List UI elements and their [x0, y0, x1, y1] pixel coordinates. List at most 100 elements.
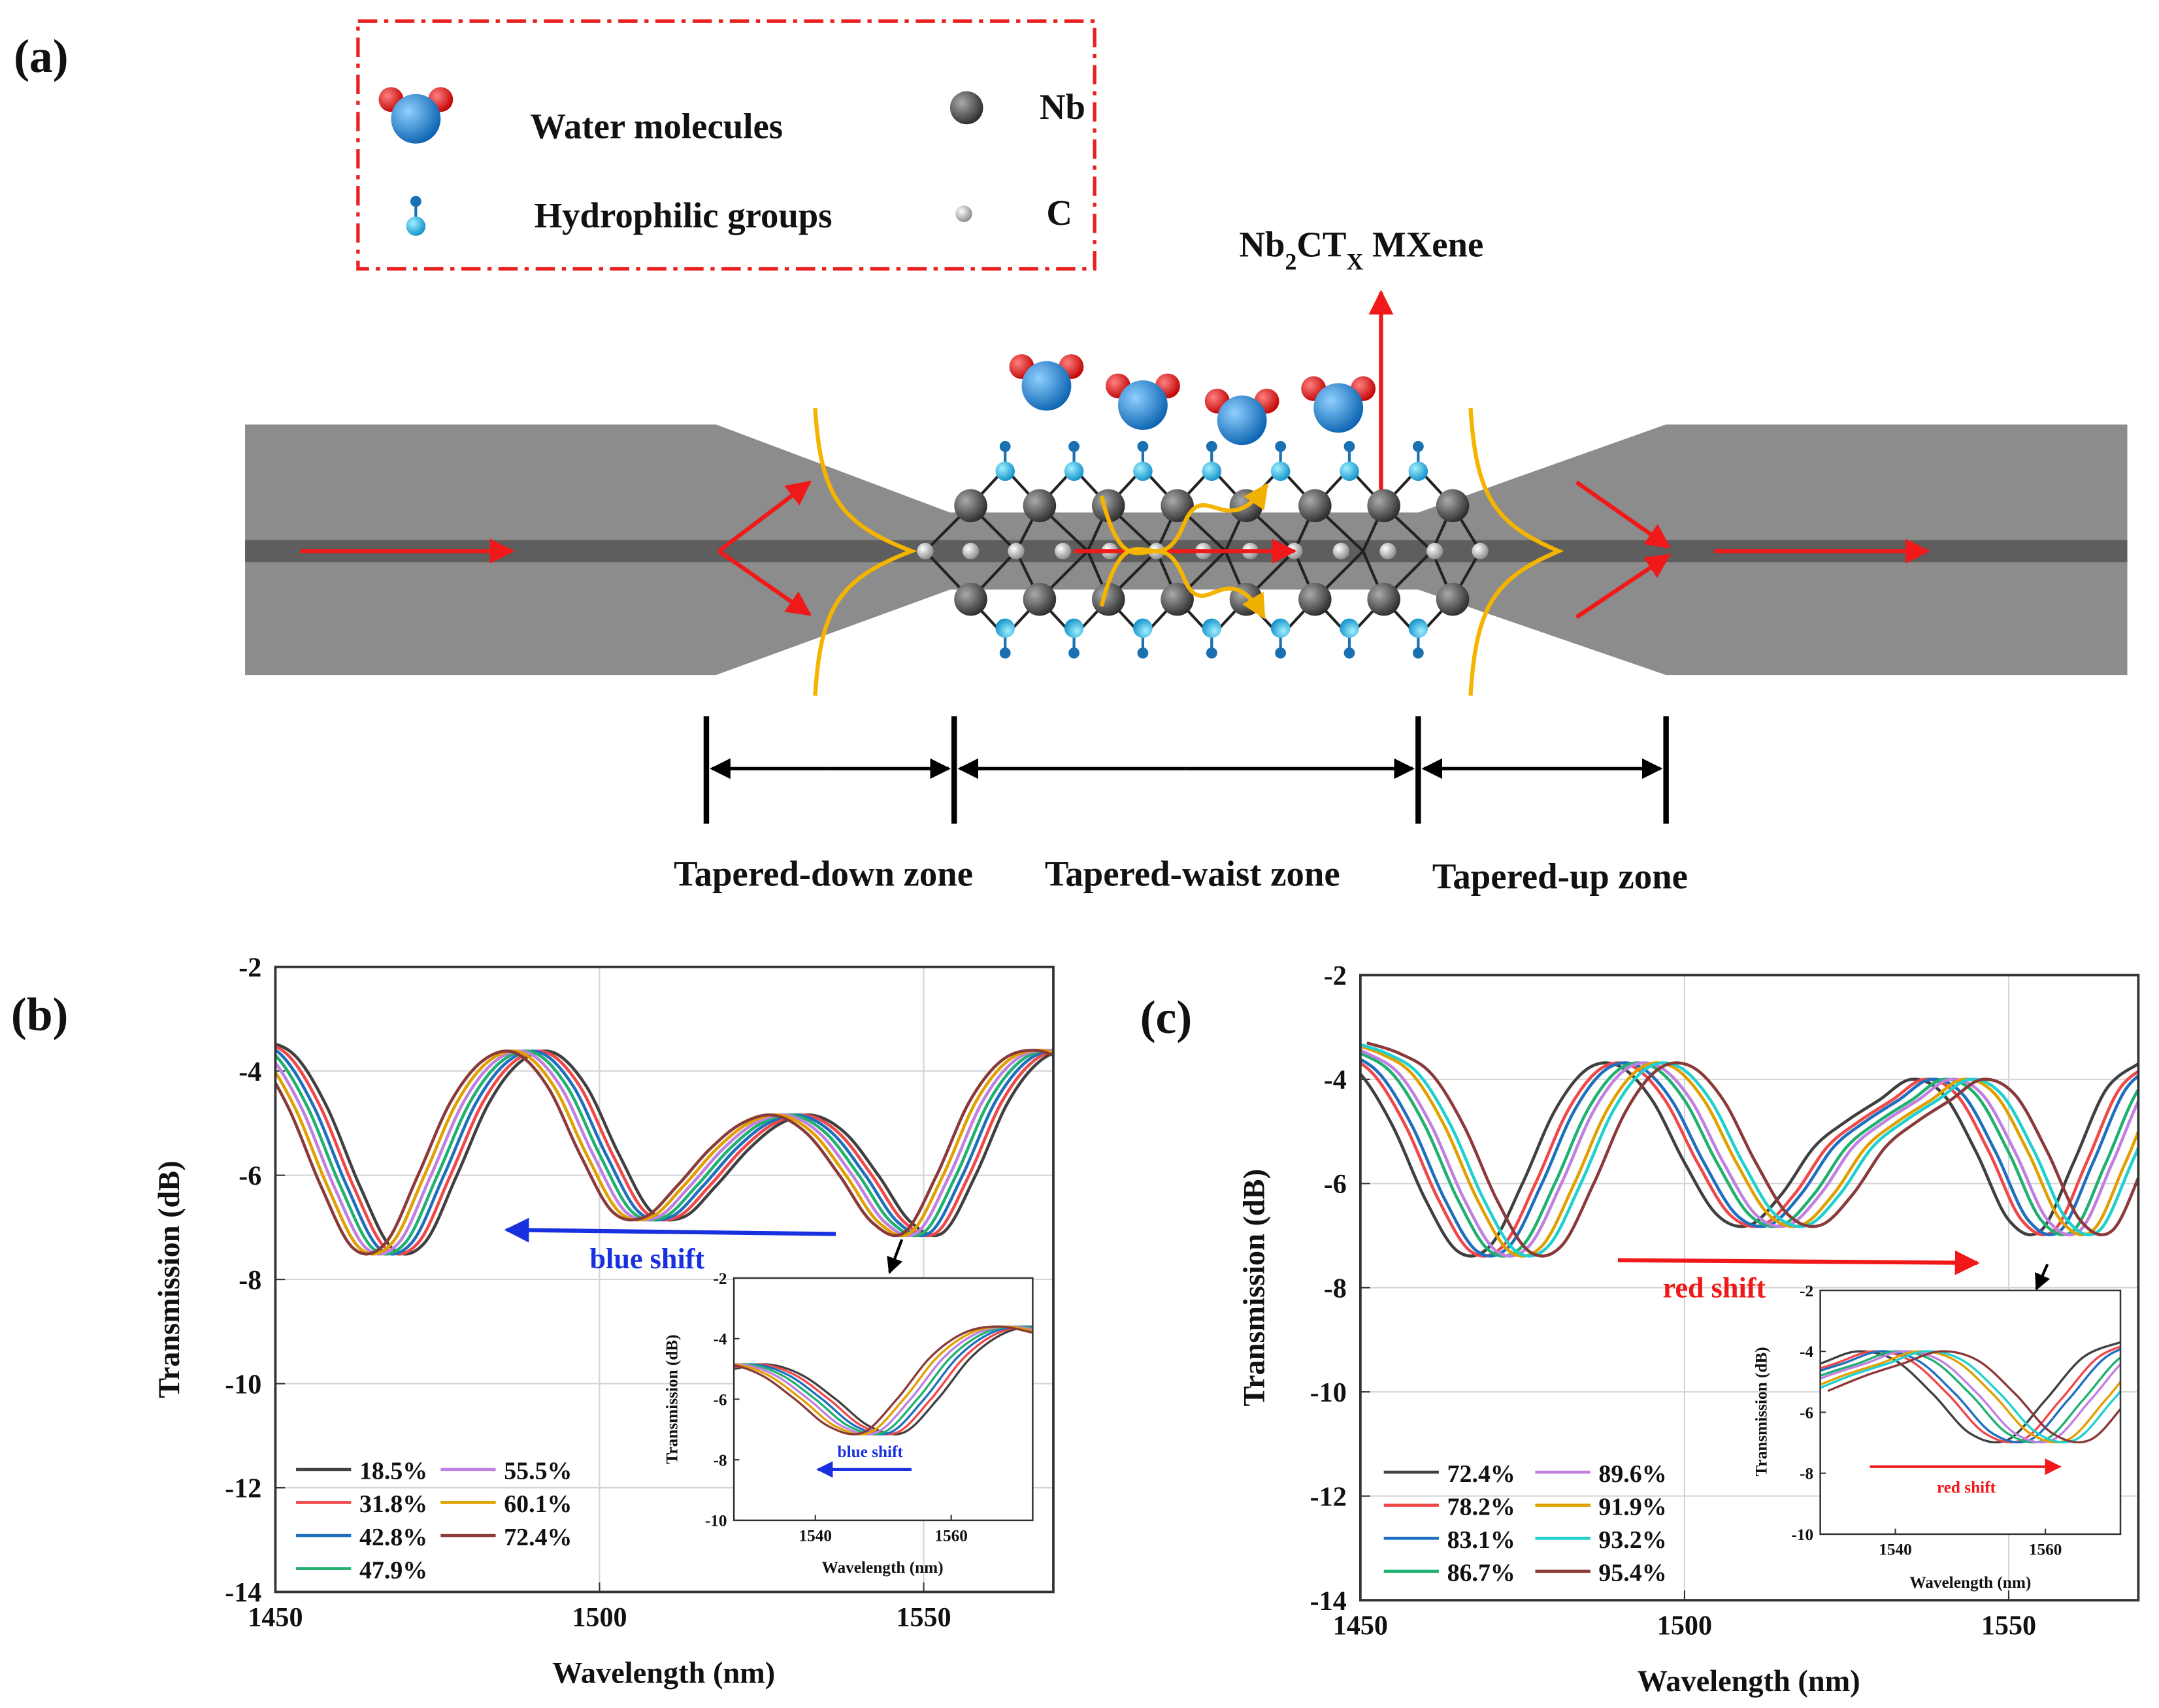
y-tick-label: -10 [1791, 1526, 1813, 1544]
hydrophilic-group [1133, 441, 1153, 481]
series-line [275, 1049, 1053, 1256]
annotation-arrow [1617, 1250, 1980, 1275]
legend-label: 42.8% [359, 1524, 427, 1551]
legend-label: 95.4% [1598, 1560, 1666, 1587]
y-tick-label: -2 [1324, 961, 1347, 991]
y-tick-label: -2 [1800, 1282, 1813, 1300]
series-line [1827, 1350, 2120, 1443]
series-line [734, 1325, 1033, 1436]
chart: -2 -4 -6 -8 -10 1540 1560 Wavelength (nm) Transm… [663, 1270, 1034, 1577]
series-line [275, 1049, 1053, 1256]
series-line [734, 1325, 1033, 1436]
material-label-part: Nb [1239, 225, 1285, 265]
series-line [1360, 1051, 2139, 1258]
series-line [1820, 1350, 2120, 1443]
zone-label: Tapered-up zone [1432, 857, 1688, 896]
chart: -2 -4 -6 -8 -10 1540 1560 Wavelength (nm) Transm… [1752, 1282, 2122, 1592]
series-line [734, 1325, 1033, 1436]
panel-label: (a) [14, 31, 69, 82]
legend-water-icon [378, 87, 453, 144]
inset-pointer [2035, 1264, 2051, 1291]
legend-label: 31.8% [359, 1490, 427, 1518]
series-line [1360, 1045, 2139, 1258]
series-line [734, 1325, 1033, 1436]
y-tick-label: -4 [239, 1057, 261, 1087]
y-tick-label: -10 [1310, 1377, 1347, 1408]
x-tick-label: 1500 [1657, 1611, 1712, 1641]
water-molecule [1301, 376, 1376, 433]
light-arrow [1575, 553, 1672, 619]
x-axis-label: Wavelength (nm) [552, 1657, 775, 1690]
water-molecule [1009, 354, 1084, 411]
legend-hydrophilic-icon [406, 196, 426, 236]
x-axis-label: Wavelength (nm) [1909, 1573, 2031, 1592]
x-tick-label: 1500 [572, 1602, 627, 1633]
material-label: Nb2CTX MXene [1239, 225, 1483, 275]
mode-profile [1468, 408, 1564, 696]
y-tick-label: -4 [714, 1330, 727, 1349]
hydrophilic-group [1271, 441, 1291, 481]
legend-label: 83.1% [1447, 1526, 1515, 1554]
series-line [1360, 1061, 2139, 1258]
y-tick-label: -8 [1800, 1465, 1813, 1483]
evanescent-path [1099, 483, 1269, 607]
legend-box [356, 19, 1096, 271]
hydrophilic-group [1409, 441, 1428, 481]
y-tick-label: -2 [714, 1270, 727, 1288]
legend-label: C [1046, 193, 1072, 233]
series-line [734, 1325, 1033, 1436]
inset-pointer [887, 1239, 904, 1274]
series-line [1820, 1341, 2120, 1443]
hydrophilic-group [1202, 619, 1222, 659]
y-tick-label: -6 [239, 1160, 261, 1191]
series-line [734, 1325, 1033, 1436]
x-tick-label: 1540 [799, 1526, 832, 1545]
x-tick-label: 1560 [934, 1526, 968, 1545]
series-line [1820, 1350, 2120, 1443]
legend-label: 47.9% [359, 1556, 427, 1584]
legend-label: Nb [1040, 87, 1085, 127]
annotation-arrow [504, 1217, 836, 1243]
plot-frame [1359, 974, 2140, 1601]
x-tick-label: 1560 [2029, 1541, 2062, 1559]
panel-label: (b) [11, 989, 69, 1041]
legend-label: 72.4% [504, 1524, 572, 1551]
x-tick-label: 1450 [248, 1602, 303, 1633]
x-tick-label: 1550 [1981, 1611, 2036, 1641]
legend-label: 55.5% [504, 1458, 572, 1485]
y-tick-label: -8 [714, 1451, 727, 1470]
plot-frame [1819, 1289, 2122, 1536]
hydrophilic-group [1064, 441, 1084, 481]
legend-label: 93.2% [1598, 1526, 1666, 1554]
hydrophilic-group [1202, 441, 1222, 481]
water-molecule [1106, 373, 1180, 430]
mode-profile [813, 408, 917, 696]
legend-label: 86.7% [1447, 1560, 1515, 1587]
y-axis-label: Transmission (dB) [663, 1334, 682, 1464]
annotation: red shift [1937, 1479, 1996, 1497]
annotation: blue shift [838, 1443, 904, 1461]
y-tick-label: -6 [714, 1390, 727, 1409]
light-arrow [1575, 480, 1671, 549]
y-tick-label: -8 [239, 1265, 261, 1296]
legend-label: 91.9% [1598, 1493, 1666, 1520]
light-arrow [717, 549, 812, 616]
series-line [1820, 1350, 2120, 1443]
legend-label: 89.6% [1598, 1460, 1666, 1488]
zone-dividers [703, 716, 1669, 824]
light-arrow [717, 480, 812, 553]
plot-frame [274, 965, 1055, 1594]
y-tick-label: -4 [1800, 1343, 1813, 1361]
hydrophilic-group [1133, 619, 1153, 659]
legend-label: Water molecules [530, 106, 783, 146]
hydrophilic-group [1064, 619, 1084, 659]
series-line [1820, 1348, 2120, 1443]
evanescent-path [1099, 495, 1266, 619]
y-tick-label: -14 [225, 1577, 261, 1608]
hydrophilic-group [1340, 441, 1359, 481]
series-line [275, 1045, 1053, 1256]
